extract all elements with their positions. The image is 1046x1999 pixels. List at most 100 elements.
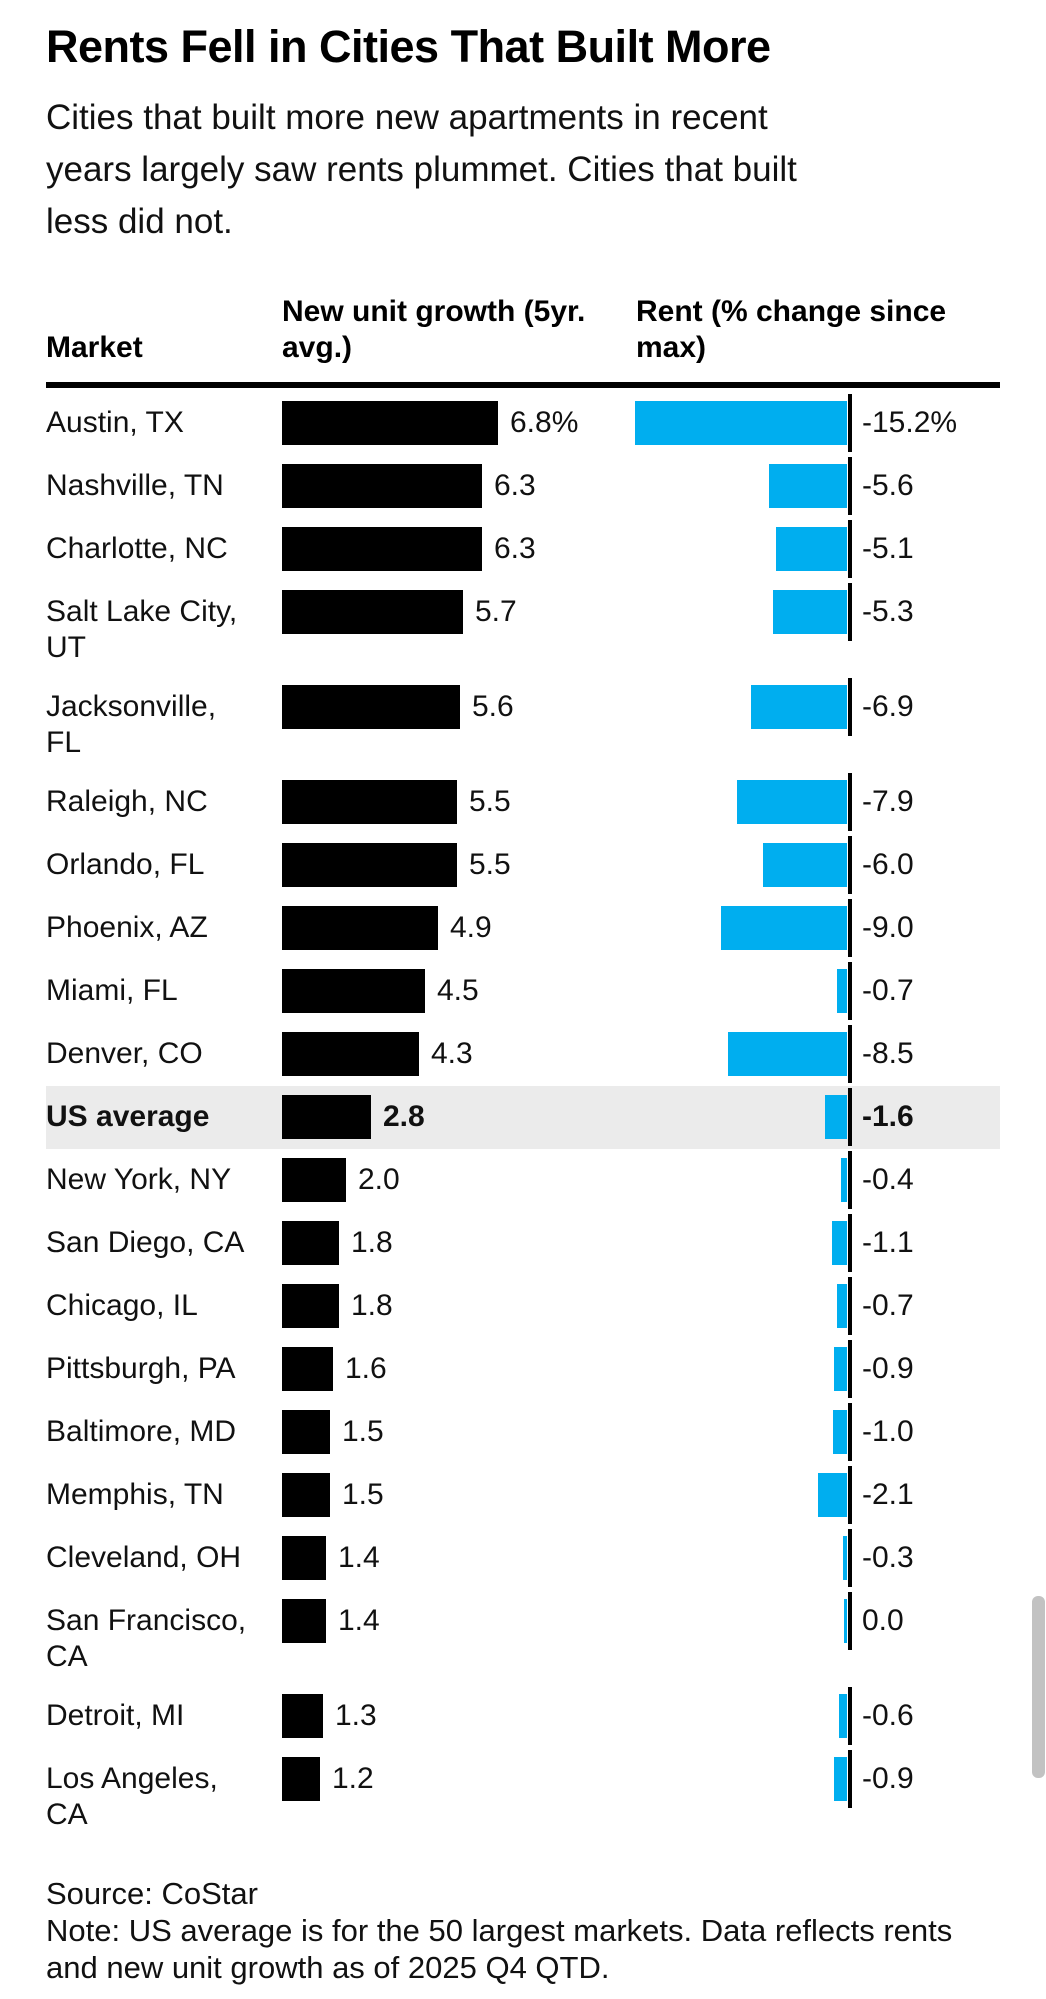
market-label: Orlando, FL	[46, 848, 205, 881]
table-row: Cleveland, OH 1.4 -0.3	[46, 1527, 1000, 1590]
rent-value: -0.7	[862, 1289, 914, 1322]
table-row: Pittsburgh, PA 1.6 -0.9	[46, 1338, 1000, 1401]
growth-cell: 2.8	[282, 1086, 636, 1149]
growth-value: 5.5	[469, 848, 511, 881]
source-text: Source: CoStar	[46, 1876, 258, 1911]
table-row: Memphis, TN 1.5 -2.1	[46, 1464, 1000, 1527]
header-rule	[46, 382, 1000, 388]
market-label: Detroit, MI	[46, 1699, 185, 1732]
rent-value: -0.3	[862, 1541, 914, 1574]
rent-axis-line	[848, 962, 852, 1020]
growth-bar	[282, 1694, 323, 1738]
table-row: US average 2.8 -1.6	[46, 1086, 1000, 1149]
market-label: Chicago, IL	[46, 1289, 198, 1322]
growth-value: 1.8	[351, 1289, 393, 1322]
market-label: Salt Lake City, UT	[46, 595, 238, 664]
growth-cell: 6.3	[282, 455, 636, 518]
rent-axis-line	[848, 1340, 852, 1398]
rent-axis-line	[848, 1592, 852, 1650]
market-label: Los Angeles, CA	[46, 1762, 218, 1831]
market-label: Pittsburgh, PA	[46, 1352, 236, 1385]
table-row: Miami, FL 4.5 -0.7	[46, 960, 1000, 1023]
chart-subtitle: Cities that built more new apartments in…	[46, 98, 797, 241]
growth-value: 1.4	[338, 1541, 380, 1574]
rent-cell: -2.1	[636, 1464, 1000, 1527]
growth-value: 4.5	[437, 974, 479, 1007]
note-text: Note: US average is for the 50 largest m…	[46, 1913, 953, 1985]
growth-value: 1.5	[342, 1478, 384, 1511]
rent-cell: -0.7	[636, 960, 1000, 1023]
growth-cell: 1.5	[282, 1401, 636, 1464]
growth-value: 6.8%	[510, 406, 579, 439]
rent-value: -0.9	[862, 1352, 914, 1385]
rent-bar	[769, 464, 847, 508]
rent-bar	[773, 590, 847, 634]
market-label: New York, NY	[46, 1163, 232, 1196]
growth-bar	[282, 1347, 333, 1391]
table-row: Nashville, TN 6.3 -5.6	[46, 455, 1000, 518]
table-row: Los Angeles, CA 1.2 -0.9	[46, 1748, 1000, 1843]
growth-cell: 5.5	[282, 771, 636, 834]
rent-bar	[728, 1032, 847, 1076]
growth-value: 1.8	[351, 1226, 393, 1259]
rent-cell: -0.9	[636, 1748, 1000, 1843]
rent-cell: -7.9	[636, 771, 1000, 834]
market-label: Austin, TX	[46, 406, 184, 439]
growth-cell: 1.5	[282, 1464, 636, 1527]
growth-value: 2.0	[358, 1163, 400, 1196]
rent-axis-line	[848, 1088, 852, 1146]
growth-cell: 6.3	[282, 518, 636, 581]
rent-cell: -1.0	[636, 1401, 1000, 1464]
growth-value: 1.4	[338, 1604, 380, 1637]
market-label: Baltimore, MD	[46, 1415, 237, 1448]
rent-bar	[837, 1284, 847, 1328]
table-row: Denver, CO 4.3 -8.5	[46, 1023, 1000, 1086]
rent-axis-line	[848, 1277, 852, 1335]
rent-value: -5.3	[862, 595, 914, 628]
rent-axis-line	[848, 836, 852, 894]
growth-value: 1.6	[345, 1352, 387, 1385]
rent-bar	[825, 1095, 847, 1139]
rent-value: 0.0	[862, 1604, 904, 1637]
rent-cell: -9.0	[636, 897, 1000, 960]
rent-axis-line	[848, 1687, 852, 1745]
rent-value: -7.9	[862, 785, 914, 818]
growth-cell: 2.0	[282, 1149, 636, 1212]
rent-bar	[737, 780, 847, 824]
rent-axis-line	[848, 1529, 852, 1587]
rent-axis-line	[848, 1214, 852, 1272]
market-label: Nashville, TN	[46, 469, 224, 502]
table-row: Charlotte, NC 6.3 -5.1	[46, 518, 1000, 581]
growth-bar	[282, 906, 438, 950]
rent-value: -0.4	[862, 1163, 914, 1196]
chart-title: Rents Fell in Cities That Built More	[46, 21, 771, 72]
market-label: Denver, CO	[46, 1037, 203, 1070]
market-label: Jacksonville, FL	[46, 690, 217, 759]
growth-cell: 4.9	[282, 897, 636, 960]
rent-cell: -6.9	[636, 676, 1000, 771]
growth-value: 5.7	[475, 595, 517, 628]
growth-cell: 4.5	[282, 960, 636, 1023]
rent-axis-line	[848, 394, 852, 452]
scrollbar-thumb[interactable]	[1032, 1596, 1045, 1778]
rent-cell: -8.5	[636, 1023, 1000, 1086]
rent-cell: -0.9	[636, 1338, 1000, 1401]
rent-axis-line	[848, 899, 852, 957]
growth-value: 1.2	[332, 1762, 374, 1795]
market-label: Phoenix, AZ	[46, 911, 208, 944]
growth-bar	[282, 1536, 326, 1580]
rent-bar	[843, 1536, 847, 1580]
market-label: Miami, FL	[46, 974, 178, 1007]
rent-cell: -0.7	[636, 1275, 1000, 1338]
growth-cell: 5.7	[282, 581, 636, 676]
growth-bar	[282, 1599, 326, 1643]
growth-bar	[282, 1221, 339, 1265]
rent-axis-line	[848, 1151, 852, 1209]
growth-cell: 1.4	[282, 1590, 636, 1685]
growth-value: 6.3	[494, 469, 536, 502]
rent-bar	[839, 1694, 847, 1738]
rent-value: -5.1	[862, 532, 914, 565]
rent-axis-line	[848, 678, 852, 736]
growth-bar	[282, 1757, 320, 1801]
table-row: New York, NY 2.0 -0.4	[46, 1149, 1000, 1212]
